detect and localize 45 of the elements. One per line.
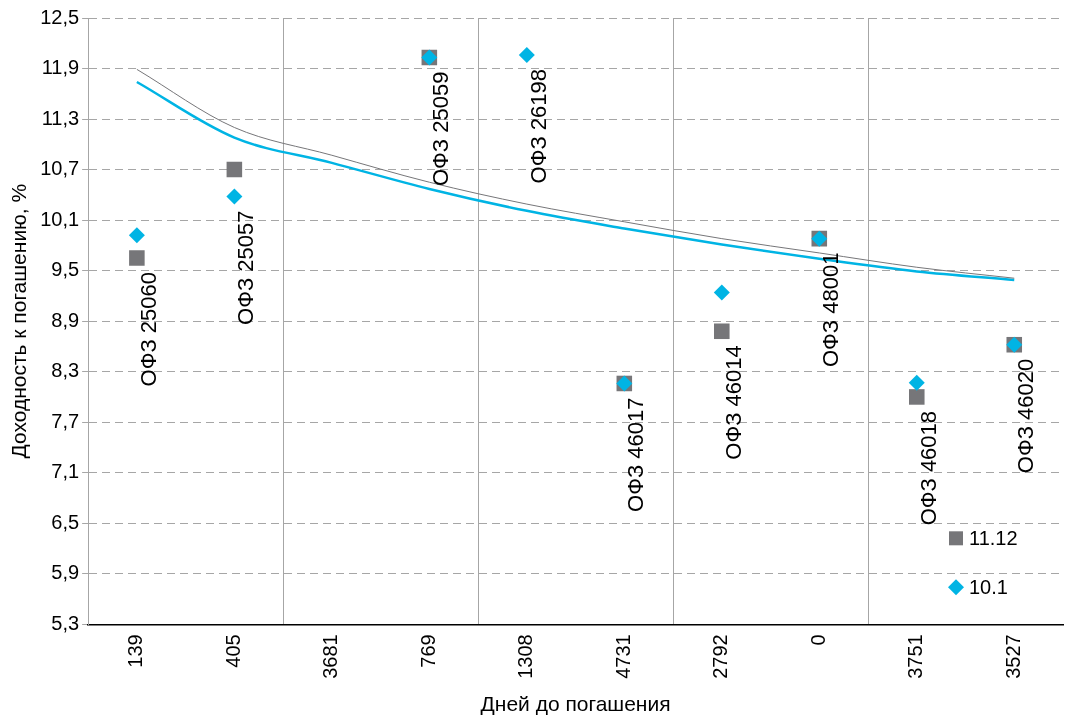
point <box>226 188 243 205</box>
y-tick-label: 10,1 <box>40 207 80 230</box>
x-axis-title: Дней до погашения <box>480 692 671 716</box>
x-tick-label: 0 <box>806 634 829 646</box>
x-tick-label: 769 <box>416 634 439 668</box>
annotation: ОФЗ 46017 <box>623 397 649 512</box>
x-tick-label: 3527 <box>1001 634 1024 679</box>
point <box>226 161 243 178</box>
y-axis-title: Доходность к погашению, % <box>7 183 31 459</box>
point <box>714 323 730 340</box>
y-tick-label: 8,3 <box>51 359 80 382</box>
y-tick-label: 10,7 <box>40 157 80 180</box>
y-tick-label: 7,7 <box>51 409 80 432</box>
x-tick-label: 3681 <box>319 634 342 679</box>
y-tick-label: 11,3 <box>41 106 80 129</box>
x-tick-label: 2792 <box>709 634 732 679</box>
annotation: ОФЗ 26198 <box>525 69 551 184</box>
point <box>128 227 145 244</box>
x-tick-label: 139 <box>124 634 147 668</box>
annotation: ОФЗ 46020 <box>1013 358 1039 474</box>
point <box>129 250 145 266</box>
annotation: ОФЗ 25059 <box>428 71 454 186</box>
y-tick-label: 7,1 <box>51 460 80 483</box>
point <box>908 389 925 405</box>
legend-label: 10.1 <box>969 575 1008 598</box>
annotation: ОФЗ 48001 <box>818 252 844 368</box>
x-tick-label: 405 <box>221 634 244 668</box>
annotation: ОФЗ 25060 <box>135 271 161 387</box>
y-tick-label: 9,5 <box>51 258 80 281</box>
y-tick-label: 12,5 <box>40 5 80 28</box>
point <box>518 47 535 64</box>
annotation: ОФЗ 46018 <box>915 410 941 526</box>
y-tick-label: 6,5 <box>51 510 80 533</box>
annotation: ОФЗ 46014 <box>720 345 746 460</box>
y-tick-label: 5,9 <box>51 561 80 584</box>
legend-label: 11.12 <box>969 526 1018 549</box>
point <box>713 284 730 301</box>
point <box>908 374 925 391</box>
annotation: ОФЗ 25057 <box>233 210 259 325</box>
y-tick-label: 8,9 <box>51 308 80 331</box>
y-tick-label: 11,9 <box>41 56 80 79</box>
x-tick-label: 3751 <box>904 634 927 679</box>
x-tick-label: 1308 <box>514 634 537 679</box>
y-tick-label: 5,3 <box>51 611 80 634</box>
x-tick-label: 4731 <box>611 634 634 679</box>
